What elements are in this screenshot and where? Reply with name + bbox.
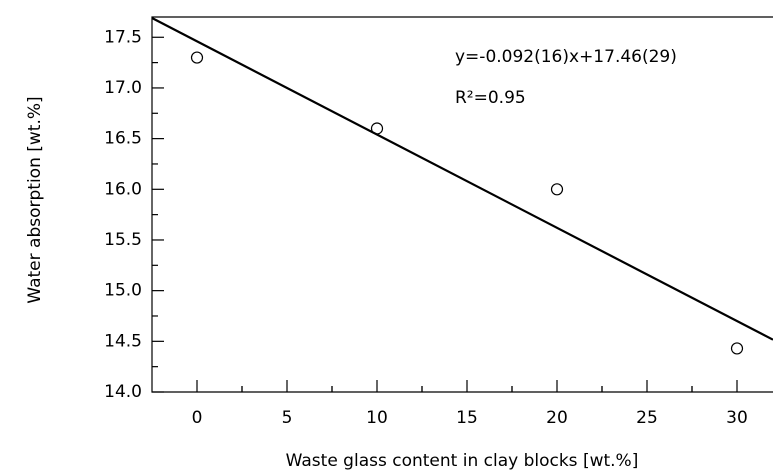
y-axis-label: Water absorption [wt.%] [25,96,45,303]
y-tick-label: 15.0 [104,281,142,301]
data-point [370,122,384,135]
y-tick-label: 15.5 [104,230,142,250]
plot-frame [151,16,773,393]
fit-equation: y=-0.092(16)x+17.46(29) [455,47,677,67]
y-tick-label: 17.0 [104,78,142,98]
x-tick-label: 10 [366,408,388,428]
x-tick-label: 5 [282,408,293,428]
x-axis-label: Waste glass content in clay blocks [wt.%… [286,451,639,471]
data-point [550,183,564,196]
x-tick-label: 15 [456,408,478,428]
fit-line [151,17,773,341]
data-point [730,342,744,355]
data-point [190,51,204,64]
y-tick-label: 17.5 [104,27,142,47]
y-tick-label: 14.0 [104,382,142,402]
y-tick-label: 14.5 [104,331,142,351]
x-tick-label: 30 [726,408,748,428]
x-tick-label: 20 [546,408,568,428]
r-squared: R²=0.95 [455,88,526,108]
y-tick-label: 16.0 [104,179,142,199]
y-tick-label: 16.5 [104,129,142,149]
x-tick-label: 0 [192,408,203,428]
x-tick-label: 25 [636,408,658,428]
